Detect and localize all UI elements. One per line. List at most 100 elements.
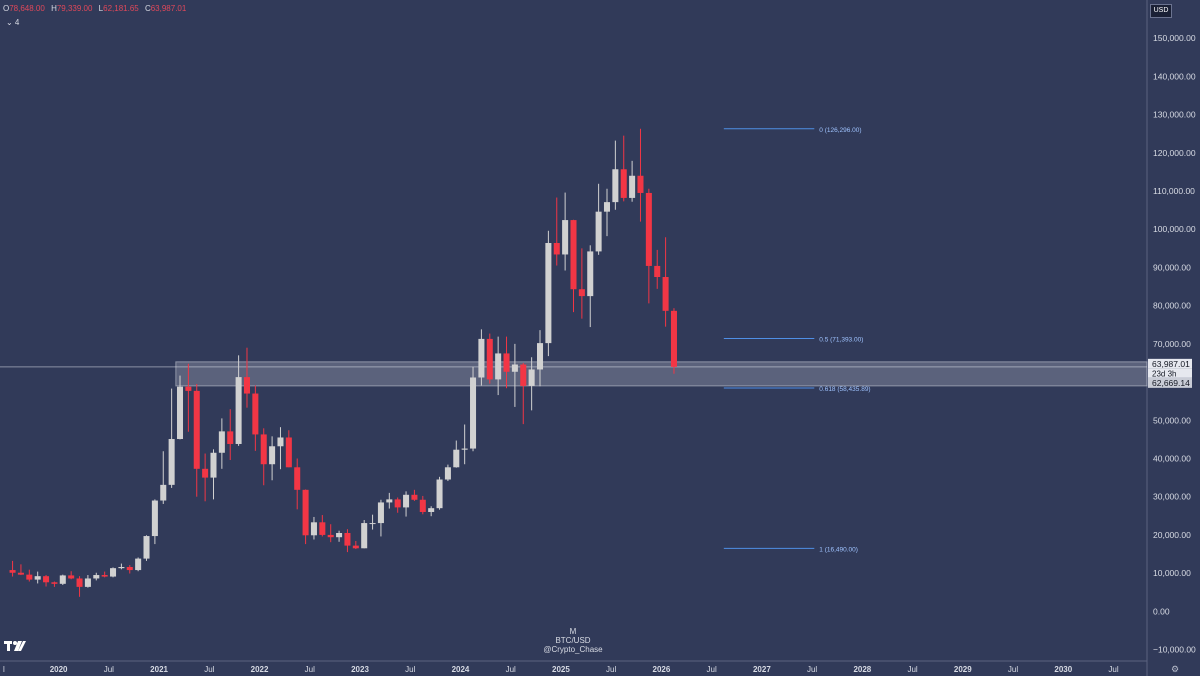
candle[interactable] [34,571,41,584]
candle[interactable] [68,571,75,580]
candle[interactable] [101,571,108,578]
candle[interactable] [453,440,460,468]
y-axis-tick-label: 30,000.00 [1153,492,1191,502]
candle-body [176,386,184,440]
candle[interactable] [620,135,627,202]
candle[interactable] [135,557,142,572]
candle[interactable] [662,237,669,327]
candle[interactable] [612,140,619,210]
candle[interactable] [93,572,100,581]
candle[interactable] [185,363,192,432]
candle[interactable] [545,230,552,357]
candle-body [637,175,644,193]
ohlc-legend: O78,648.00 H79,339.00 L62,181.65 C63,987… [3,4,190,13]
candle[interactable] [193,383,200,497]
candle[interactable] [629,160,636,202]
candle[interactable] [118,563,125,570]
candle[interactable] [327,524,334,543]
candle[interactable] [578,248,585,319]
candle[interactable] [386,492,393,509]
candle[interactable] [110,567,117,578]
candle[interactable] [269,436,276,481]
candle[interactable] [319,515,326,537]
indicators-toggle[interactable]: ⌄ 4 [6,18,20,27]
candle[interactable] [260,428,267,486]
candle[interactable] [369,514,376,530]
candle[interactable] [670,308,677,374]
candle[interactable] [126,565,133,574]
candle[interactable] [436,476,443,510]
candle[interactable] [411,489,418,501]
candle[interactable] [160,451,167,504]
candle[interactable] [603,188,611,237]
candle[interactable] [520,362,527,425]
candle[interactable] [168,388,175,488]
candle[interactable] [294,458,301,510]
candle[interactable] [59,574,66,585]
candle[interactable] [428,506,435,517]
x-axis-tick-label: 2026 [653,665,671,674]
candle[interactable] [235,355,242,446]
candle[interactable] [17,564,24,576]
candle[interactable] [43,575,50,587]
candle[interactable] [528,357,535,411]
candle[interactable] [495,336,502,396]
candle[interactable] [352,541,359,550]
candle[interactable] [143,535,150,561]
candle-body [336,533,343,538]
candle[interactable] [310,516,317,540]
candle[interactable] [403,491,410,517]
candle[interactable] [419,495,426,515]
candle[interactable] [570,219,577,313]
candle[interactable] [503,336,510,389]
candle[interactable] [470,366,477,452]
settings-gear-icon[interactable]: ⚙ [1170,664,1180,674]
x-axis-tick-label: Jul [104,665,114,674]
candle[interactable] [377,499,384,537]
support-zone[interactable] [175,361,1148,387]
candle[interactable] [553,197,560,266]
candle[interactable] [461,424,468,465]
candle[interactable] [444,464,451,482]
candle[interactable] [562,192,569,271]
candle[interactable] [587,245,594,328]
candle[interactable] [151,499,158,545]
candle[interactable] [486,333,493,384]
candle[interactable] [176,375,184,440]
candle[interactable] [210,449,217,500]
candle[interactable] [252,385,259,451]
low-key: L [98,4,104,13]
candle[interactable] [285,430,292,468]
candle[interactable] [277,427,284,470]
candle[interactable] [344,529,351,553]
candle[interactable] [84,575,91,588]
candle-body [160,484,167,501]
candle[interactable] [9,560,16,577]
candle[interactable] [26,569,33,582]
candle[interactable] [511,343,518,407]
candle[interactable] [478,329,485,386]
candle-body [528,369,535,386]
candle[interactable] [654,249,661,289]
candle[interactable] [76,576,83,597]
y-axis-tick-label: 150,000.00 [1153,33,1196,43]
candle[interactable] [536,330,544,387]
candle[interactable] [202,453,209,502]
candle[interactable] [336,530,343,542]
candle[interactable] [51,581,58,587]
candle[interactable] [645,188,652,304]
candle[interactable] [637,128,644,222]
candle[interactable] [302,489,309,545]
candle[interactable] [595,183,602,255]
candle[interactable] [243,347,250,408]
candle[interactable] [394,497,401,513]
candle[interactable] [218,418,225,469]
currency-selector[interactable]: USD [1150,4,1172,18]
x-axis-tick-label: 2028 [853,665,871,674]
candle-body [51,582,58,584]
candle[interactable] [361,520,368,549]
x-axis-tick-label: Jul [807,665,817,674]
candle-body [110,568,117,577]
candle[interactable] [227,409,234,461]
